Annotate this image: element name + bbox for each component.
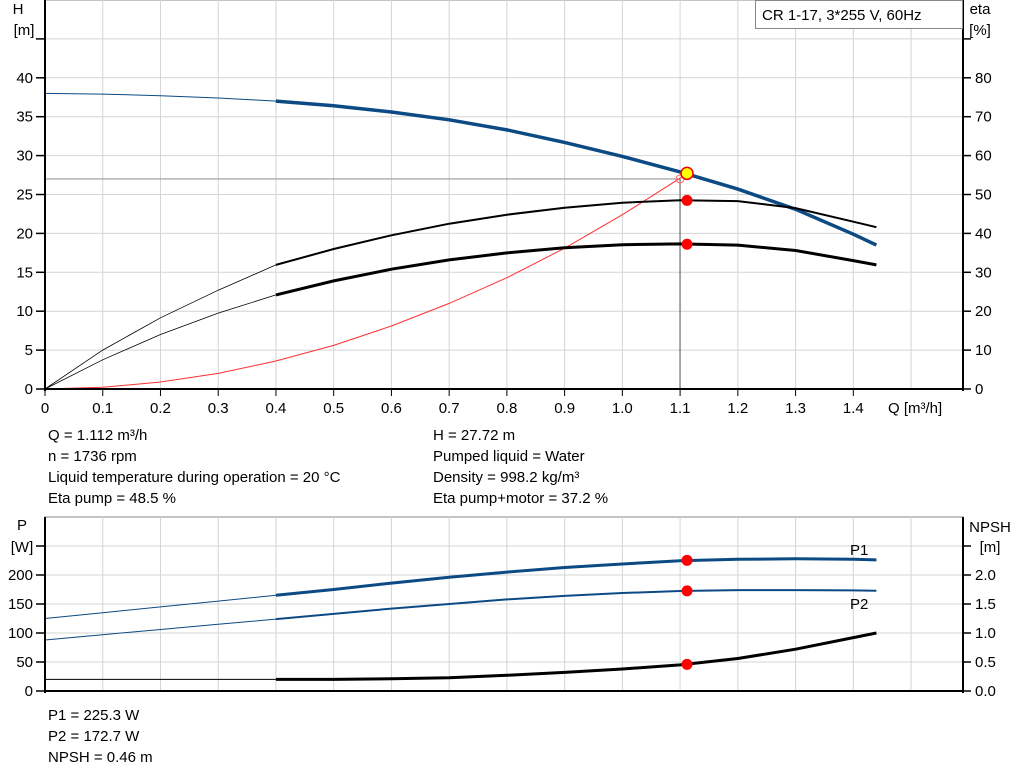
y2-tick-label: 40	[975, 225, 992, 242]
y-tick-label: 15	[16, 264, 33, 281]
x-tick-label: 1.2	[727, 400, 748, 417]
info-q: Q = 1.112 m³/h	[48, 427, 147, 444]
x-tick-label: 0.5	[323, 400, 344, 417]
y-tick-label: 25	[16, 187, 33, 204]
y2-axis-unit-eta: [%]	[969, 22, 991, 39]
x-tick-label: 1.4	[843, 400, 864, 417]
legend-box	[755, 0, 963, 29]
y2-tick-label: 70	[975, 109, 992, 126]
y-tick-label: 0	[25, 683, 33, 700]
info-density: Density = 998.2 kg/m³	[433, 469, 579, 486]
x-tick-label: 0.8	[496, 400, 517, 417]
series-label-p1: P1	[850, 542, 868, 559]
axes	[36, 0, 971, 693]
info-npsh: NPSH = 0.46 m	[48, 749, 153, 766]
info-temp: Liquid temperature during operation = 20…	[48, 469, 341, 486]
info-h: H = 27.72 m	[433, 427, 515, 444]
info-liquid: Pumped liquid = Water	[433, 448, 585, 465]
operating-point-h	[680, 166, 694, 181]
legend-text: CR 1-17, 3*255 V, 60Hz	[762, 7, 922, 24]
eta-pump-motor-curve	[275, 242, 877, 297]
y2-axis-unit-npsh: [m]	[980, 539, 1001, 556]
y2-tick-label: 80	[975, 70, 992, 87]
y-tick-label: 35	[16, 109, 33, 126]
y-tick-label: 5	[25, 342, 33, 359]
x-tick-label: 1.3	[785, 400, 806, 417]
p2-curve-thin	[44, 618, 276, 641]
x-tick-label: 0.4	[266, 400, 287, 417]
x-tick-label: 0.1	[92, 400, 113, 417]
x-tick-label: 1.1	[670, 400, 691, 417]
x-tick-label: 0.3	[208, 400, 229, 417]
y-axis-unit-p: [W]	[11, 539, 34, 556]
info-p1: P1 = 225.3 W	[48, 707, 140, 724]
y2-tick-label: 0.0	[975, 683, 996, 700]
p2-curve	[275, 589, 877, 621]
p1-curve	[275, 557, 877, 597]
info-bottom: P1 = 225.3 W P2 = 172.7 W NPSH = 0.46 m	[48, 707, 153, 766]
tick-labels: 0 5 10 15 20 25 30 35 40 0 10 20 30 40 50 60 70 80 0 50 100 1…	[8, 70, 996, 700]
info-n: n = 1736 rpm	[48, 448, 137, 465]
x-tick-label: 0.7	[439, 400, 460, 417]
operating-point-p2	[681, 585, 693, 597]
y2-tick-label: 10	[975, 342, 992, 359]
operating-point-p1	[681, 554, 693, 566]
eta-pump-curve	[275, 199, 877, 266]
y-tick-label: 10	[16, 303, 33, 320]
y2-axis-title-npsh: NPSH	[969, 519, 1011, 536]
y-tick-label: 30	[16, 148, 33, 165]
p1-curve-thin	[44, 594, 276, 619]
y2-tick-label: 0.5	[975, 654, 996, 671]
y2-tick-label: 60	[975, 148, 992, 165]
h-curve	[275, 99, 878, 247]
y2-tick-label: 30	[975, 264, 992, 281]
x-tick-label: 0.9	[554, 400, 575, 417]
y-axis-title-h: H	[13, 1, 24, 18]
h-curve-thin	[44, 92, 276, 102]
grid-top	[44, 0, 964, 390]
eta-pump-motor-curve-thin	[44, 294, 277, 390]
y-tick-label: 100	[8, 625, 33, 642]
x-tick-label: 1.0	[612, 400, 633, 417]
x-tick-label: 0	[41, 400, 49, 417]
info-eta-pump: Eta pump = 48.5 %	[48, 490, 176, 507]
y2-tick-label: 0	[975, 381, 983, 398]
y2-tick-label: 1.5	[975, 596, 996, 613]
x-tick-label: 0.6	[381, 400, 402, 417]
system-curve	[44, 172, 688, 390]
operating-point-eta-pump	[681, 194, 693, 206]
y-tick-label: 40	[16, 70, 33, 87]
y2-tick-label: 1.0	[975, 625, 996, 642]
info-top-left: Q = 1.112 m³/h n = 1736 rpm Liquid tempe…	[48, 427, 341, 507]
grid-bottom	[44, 516, 964, 692]
y2-tick-label: 50	[975, 187, 992, 204]
series-label-p2: P2	[850, 596, 868, 613]
npsh-curve	[275, 631, 877, 681]
y-tick-label: 0	[25, 381, 33, 398]
x-axis-title: Q [m³/h]	[888, 400, 942, 417]
info-eta-pump-motor: Eta pump+motor = 37.2 %	[433, 490, 608, 507]
y-tick-label: 200	[8, 567, 33, 584]
y2-tick-label: 20	[975, 303, 992, 320]
y-axis-title-p: P	[17, 517, 27, 534]
x-tick-label: 0.2	[150, 400, 171, 417]
info-p2: P2 = 172.7 W	[48, 728, 140, 745]
y-tick-label: 50	[16, 654, 33, 671]
info-top-right: H = 27.72 m Pumped liquid = Water Densit…	[433, 427, 608, 507]
eta-pump-curve-thin	[44, 264, 277, 390]
operating-point-eta-pump-motor	[681, 238, 693, 250]
y-tick-label: 20	[16, 225, 33, 242]
y2-tick-label: 2.0	[975, 567, 996, 584]
y-axis-unit-h: [m]	[14, 22, 35, 39]
y-tick-label: 150	[8, 596, 33, 613]
curves	[44, 92, 878, 681]
y2-axis-title-eta: eta	[970, 1, 992, 18]
operating-point-npsh	[681, 658, 693, 670]
